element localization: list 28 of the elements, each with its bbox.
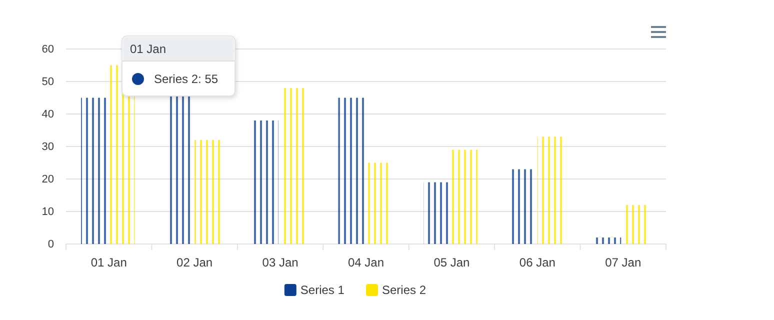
y-tick-label: 50 <box>42 76 54 88</box>
x-tick-label: 06 Jan <box>519 256 556 270</box>
annotation: Series 2: 55 <box>154 72 218 86</box>
y-tick-label: 60 <box>42 44 54 56</box>
annotation: 01 Jan <box>130 42 166 56</box>
y-tick-label: 0 <box>48 238 54 251</box>
bar <box>108 65 135 244</box>
bar <box>537 136 564 244</box>
y-tick-label: 40 <box>42 108 54 121</box>
y-tick-label: 10 <box>42 206 54 218</box>
bar <box>81 98 107 244</box>
bar <box>424 182 450 244</box>
bar <box>595 238 622 244</box>
legend-label: Series 1 <box>300 283 345 297</box>
tooltip: 01 Jan Series 2: 55 <box>122 36 236 96</box>
x-tick-label: 07 Jan <box>605 256 642 270</box>
x-tick-label: 01 Jan <box>90 256 127 270</box>
bar <box>338 98 364 244</box>
bar <box>252 120 278 244</box>
y-tick-label: 20 <box>42 174 54 186</box>
x-tick-label: 05 Jan <box>434 256 470 270</box>
y-tick-label: 30 <box>42 141 54 154</box>
x-tick-label: 02 Jan <box>176 256 213 270</box>
legend-label: Series 2 <box>382 283 426 297</box>
bar <box>194 140 220 244</box>
x-tick-label: 03 Jan <box>262 256 298 270</box>
x-tick-label: 04 Jan <box>348 256 384 270</box>
bar <box>452 150 478 244</box>
